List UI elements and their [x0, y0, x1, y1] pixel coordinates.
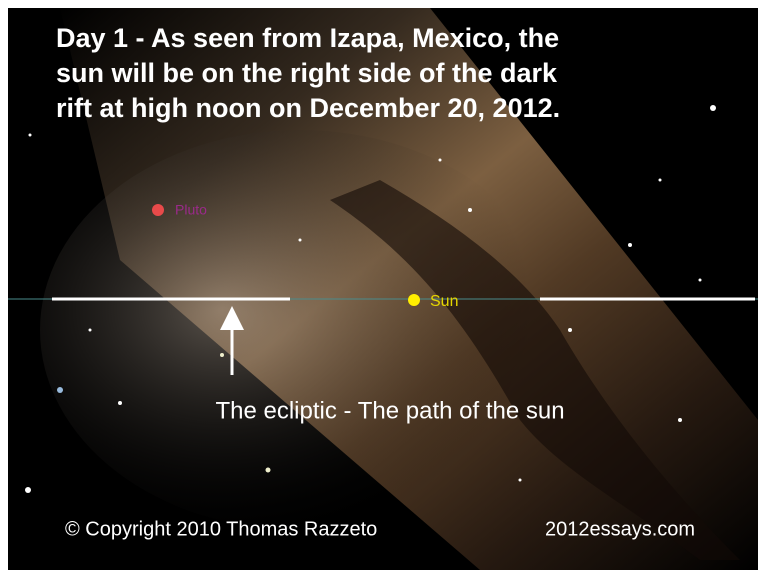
star [699, 279, 702, 282]
star [220, 353, 224, 357]
star [659, 179, 662, 182]
title-line: sun will be on the right side of the dar… [56, 58, 558, 88]
star [519, 479, 522, 482]
sun-marker [408, 294, 420, 306]
pluto-marker [152, 204, 164, 216]
star [628, 243, 632, 247]
sun-label: Sun [430, 293, 458, 310]
ecliptic-caption: The ecliptic - The path of the sun [215, 397, 564, 424]
star [678, 418, 682, 422]
copyright: © Copyright 2010 Thomas Razzeto [65, 518, 377, 540]
star [118, 401, 122, 405]
star [299, 239, 302, 242]
page: Pluto Sun Day 1 - As seen from Izapa, Me… [0, 0, 766, 577]
star [266, 468, 271, 473]
title-line: Day 1 - As seen from Izapa, Mexico, the [56, 23, 559, 53]
star [29, 134, 32, 137]
star [439, 159, 442, 162]
title-line: rift at high noon on December 20, 2012. [56, 93, 560, 123]
star [57, 387, 63, 393]
site: 2012essays.com [545, 518, 695, 540]
pluto-label: Pluto [175, 202, 207, 218]
star [568, 328, 572, 332]
star [25, 487, 31, 493]
sky-image: Pluto Sun Day 1 - As seen from Izapa, Me… [0, 0, 766, 577]
star [468, 208, 472, 212]
star [89, 329, 92, 332]
star [710, 105, 716, 111]
